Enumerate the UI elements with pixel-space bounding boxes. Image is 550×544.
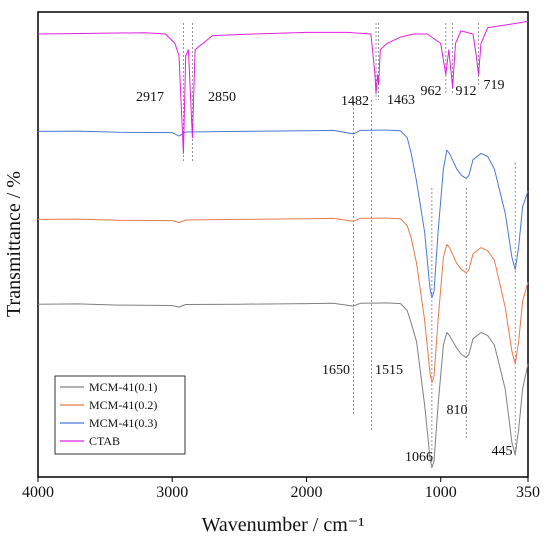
x-axis-title: Wavenumber / cm⁻¹ [202, 514, 365, 536]
peak-label-810: 810 [447, 403, 468, 418]
x-tick-label: 350 [516, 484, 540, 501]
x-tick-label: 1000 [425, 484, 457, 501]
peak-label-2850: 2850 [208, 90, 236, 105]
peak-label-1650: 1650 [322, 363, 350, 378]
peak-label-1066: 1066 [405, 450, 433, 465]
legend-entry: CTAB [60, 434, 120, 448]
legend-label-ctab: CTAB [89, 434, 120, 448]
legend-entry: MCM-41(0.3) [60, 416, 157, 430]
peak-annotations: 2917 2850 1482 1463 962 912 719 1650 1515 810 1066… [136, 78, 513, 465]
legend-entry: MCM-41(0.2) [60, 398, 157, 412]
series-layer [37, 20, 529, 469]
x-tick-label: 2000 [290, 484, 322, 501]
legend: MCM-41(0.1) MCM-41(0.2) MCM-41(0.3) CTAB [54, 375, 186, 455]
peak-label-962: 962 [421, 84, 442, 99]
peak-label-2917: 2917 [136, 90, 164, 105]
legend-entry: MCM-41(0.1) [60, 380, 157, 394]
legend-label-mcm41-01: MCM-41(0.1) [89, 380, 157, 394]
series-line-1 [37, 217, 529, 384]
y-axis-title: Transmittance / % [3, 171, 25, 317]
plot-frame [37, 11, 529, 478]
legend-label-mcm41-03: MCM-41(0.3) [89, 416, 157, 430]
peak-label-1463: 1463 [387, 93, 415, 108]
series-line-0 [37, 302, 529, 469]
x-tick-label: 4000 [22, 484, 54, 501]
x-axis-ticks: 4000 3000 2000 1000 350 [22, 477, 540, 501]
x-tick-label: 3000 [156, 484, 188, 501]
series-line-3 [37, 20, 529, 154]
peak-label-1482: 1482 [341, 94, 369, 109]
peak-label-719: 719 [484, 78, 505, 93]
peak-label-1515: 1515 [375, 363, 403, 378]
peak-label-912: 912 [456, 84, 477, 99]
peak-label-445: 445 [492, 444, 513, 459]
legend-label-mcm41-02: MCM-41(0.2) [89, 398, 157, 412]
series-line-2 [37, 129, 529, 299]
